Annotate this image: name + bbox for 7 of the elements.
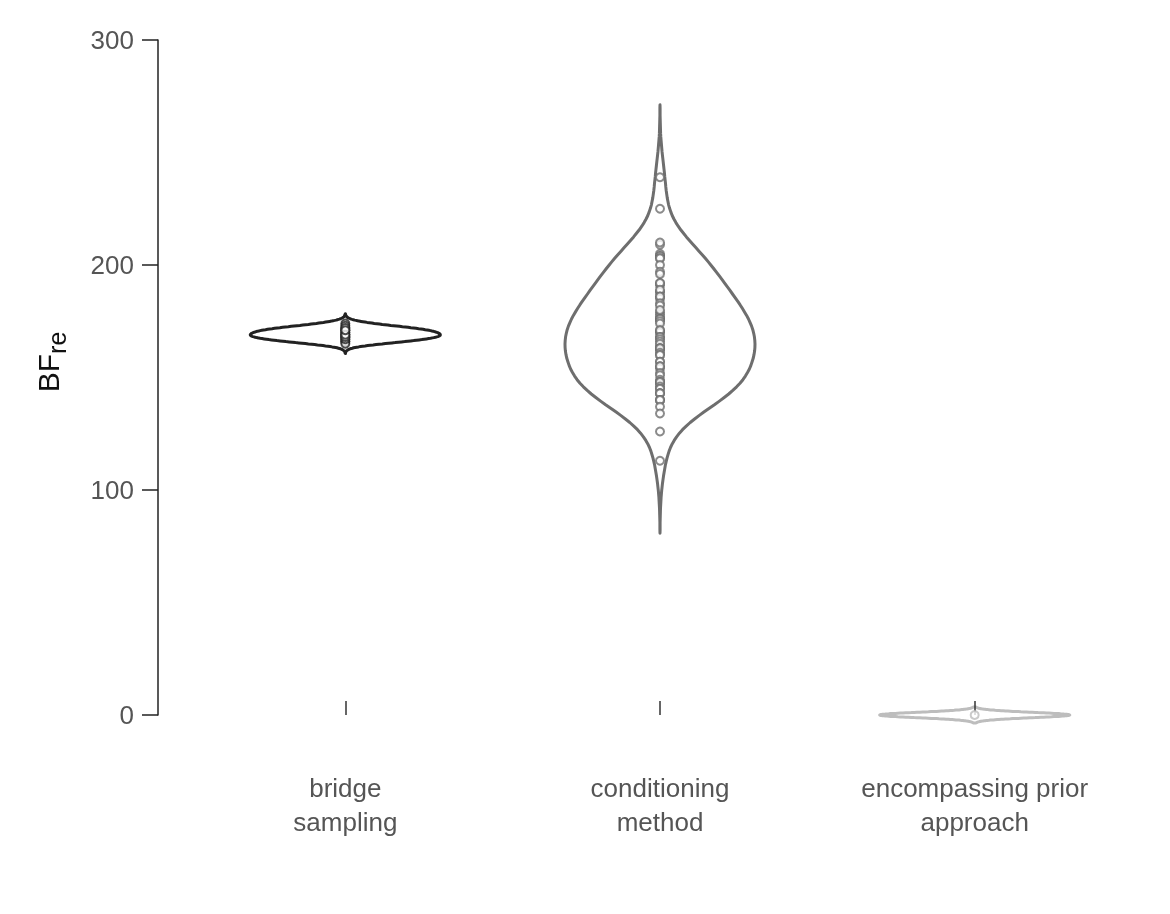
x-tick-label: bridge sampling	[293, 773, 398, 837]
y-tick-label: 300	[90, 25, 134, 55]
x-tick-label: encompassing prior approach	[861, 773, 1089, 837]
x-tick-label: conditioning method	[590, 773, 730, 837]
y-tick-label: 200	[90, 250, 134, 280]
y-tick-label: 100	[90, 475, 134, 505]
y-tick-label: 0	[119, 700, 134, 730]
